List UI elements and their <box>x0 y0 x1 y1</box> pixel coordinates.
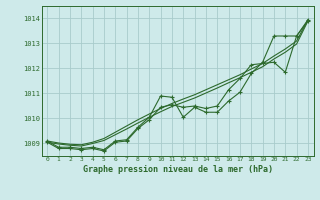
X-axis label: Graphe pression niveau de la mer (hPa): Graphe pression niveau de la mer (hPa) <box>83 165 273 174</box>
